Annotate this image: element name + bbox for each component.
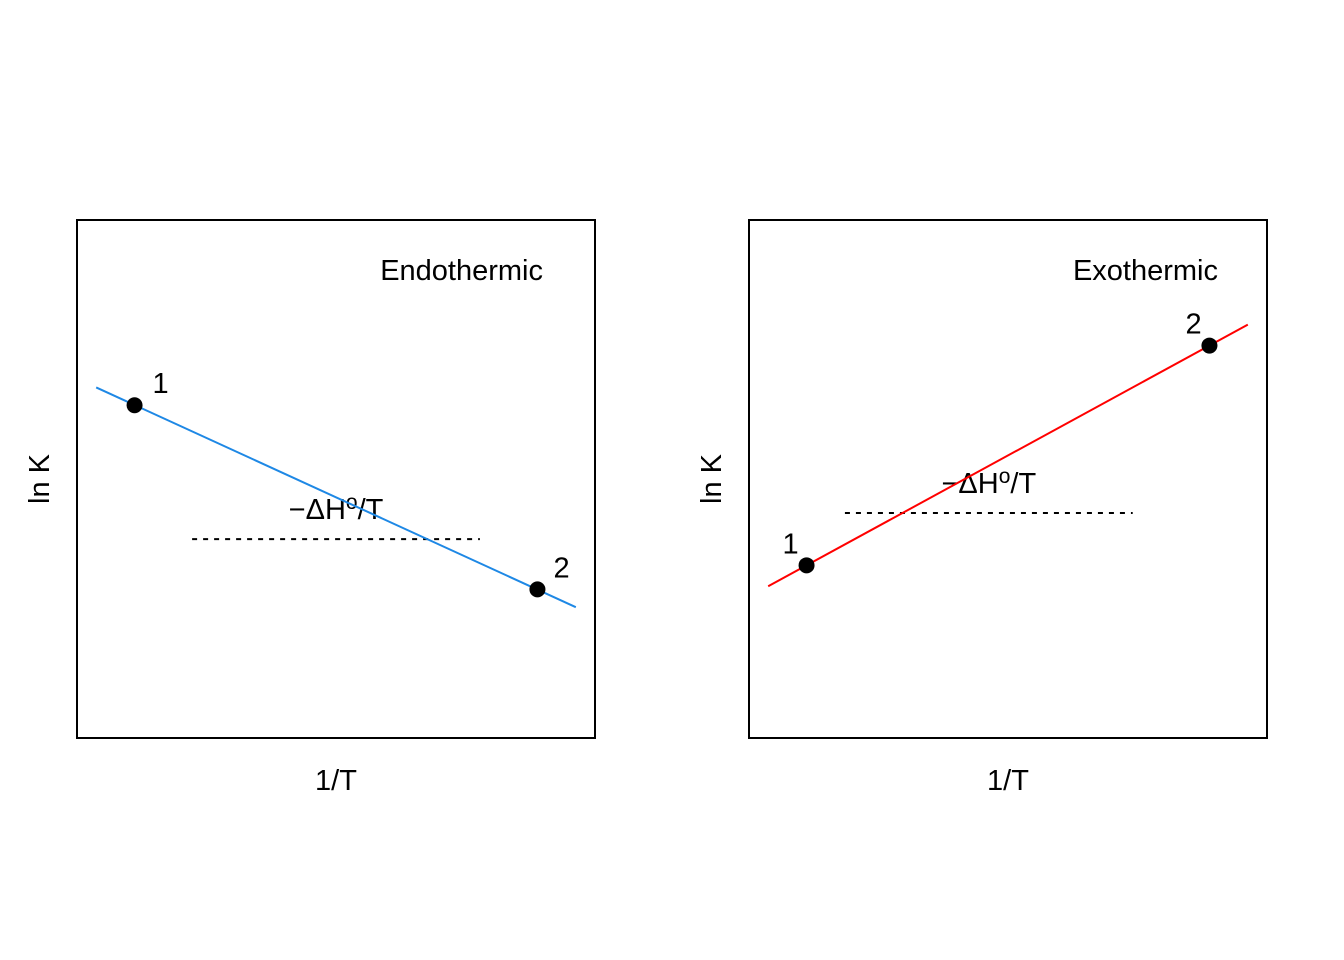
data-point-1 <box>126 397 143 414</box>
point-label-2: 2 <box>553 552 569 584</box>
point-label-1: 1 <box>783 528 799 560</box>
slope-label-prefix: −ΔH <box>941 468 998 500</box>
slope-label-superscript: o <box>999 465 1011 488</box>
x-axis-title: 1/T <box>987 765 1029 797</box>
y-axis-title: ln K <box>696 453 728 504</box>
data-point-2 <box>529 581 546 598</box>
series-line <box>95 386 577 609</box>
point-label-2: 2 <box>1185 309 1201 341</box>
panel-title: Endothermic <box>380 255 543 287</box>
point-label-1: 1 <box>153 368 169 400</box>
plot-frame <box>748 219 1268 739</box>
slope-label-suffix: /T <box>358 494 384 526</box>
data-point-1 <box>798 557 815 574</box>
slope-label-superscript: o <box>346 491 358 514</box>
series-line <box>767 323 1249 588</box>
plot-frame <box>76 219 596 739</box>
endothermic-panel: Endothermic 1/T ln K −ΔHo/T 1 2 <box>24 219 596 797</box>
slope-label-prefix: −ΔH <box>289 494 346 526</box>
slope-label-suffix: /T <box>1010 468 1036 500</box>
panel-title: Exothermic <box>1073 255 1218 287</box>
y-axis-title: ln K <box>24 453 56 504</box>
exothermic-panel: Exothermic 1/T ln K −ΔHo/T 1 2 <box>696 219 1268 797</box>
slope-label: −ΔHo/T <box>941 465 1036 500</box>
x-axis-title: 1/T <box>315 765 357 797</box>
data-point-2 <box>1201 337 1218 354</box>
